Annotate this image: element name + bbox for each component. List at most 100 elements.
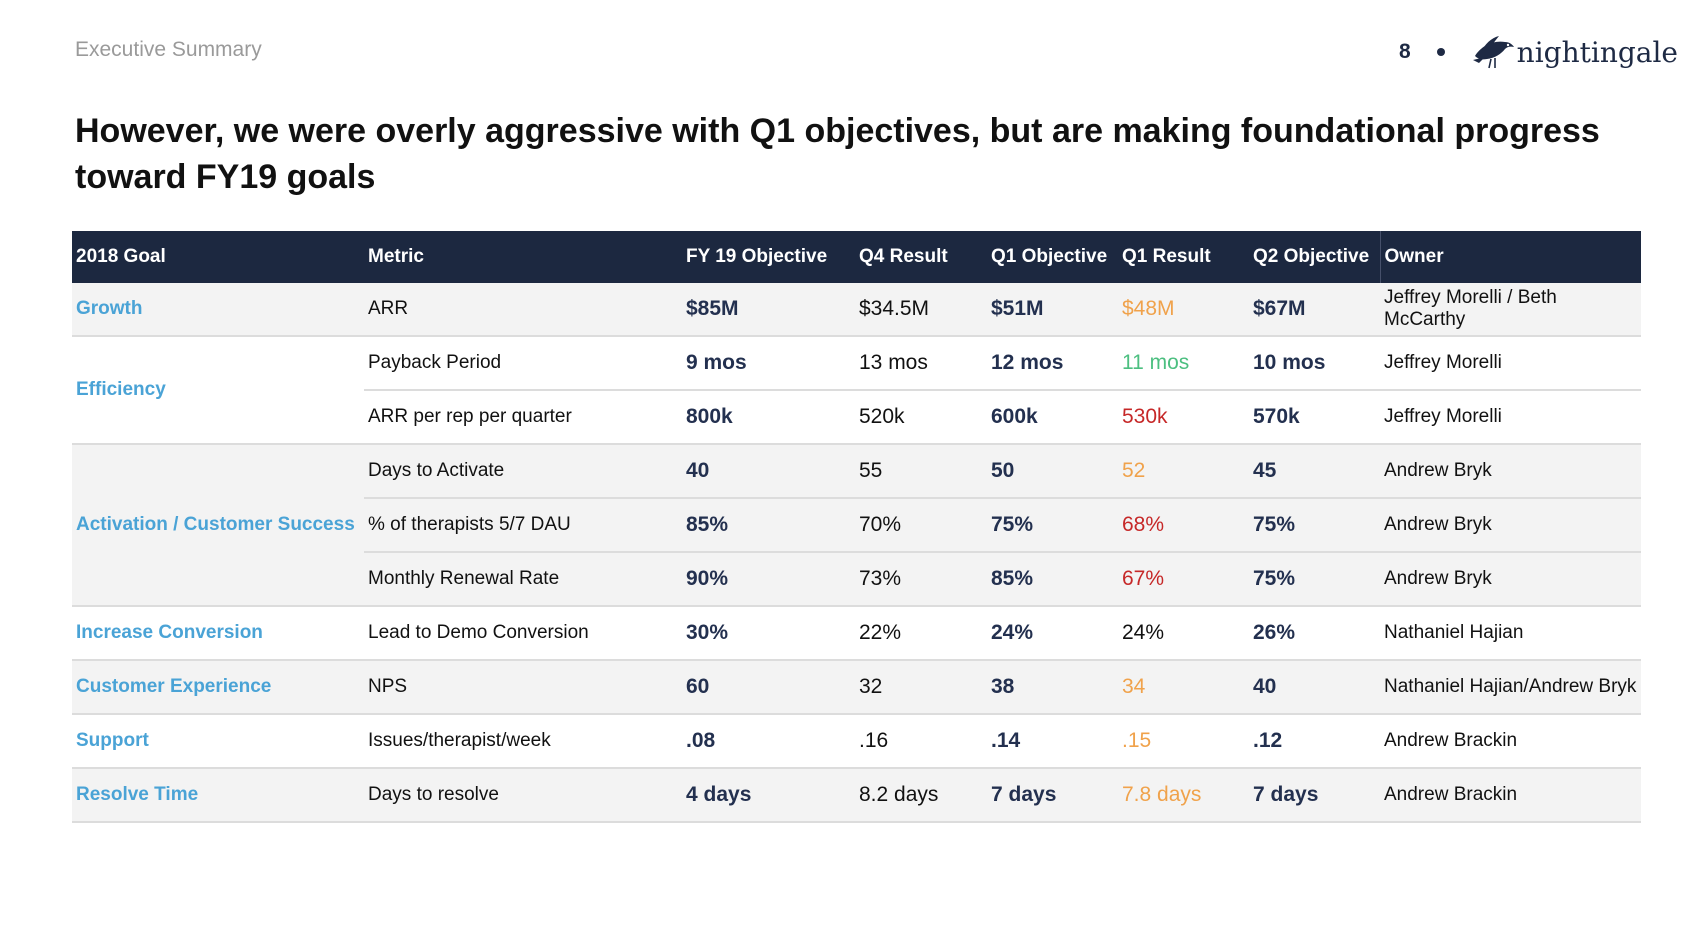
q2-objective-cell: 10 mos [1249, 336, 1380, 391]
q1-result-cell: 68% [1118, 498, 1249, 553]
metric-cell: Payback Period [364, 336, 682, 391]
q1-result-cell: 11 mos [1118, 336, 1249, 391]
page-number: 8 [1398, 40, 1411, 63]
owner-cell: Jeffrey Morelli / Beth McCarthy [1380, 283, 1641, 337]
table-row: Monthly Renewal Rate 90% 73% 85% 67% 75%… [72, 552, 1641, 607]
owner-cell: Andrew Bryk [1380, 498, 1641, 553]
q4-result-cell: 8.2 days [855, 768, 987, 823]
q4-result-cell: .16 [855, 714, 987, 769]
metric-cell: Issues/therapist/week [364, 714, 682, 769]
table-row: Growth ARR $85M $34.5M $51M $48M $67M Je… [72, 283, 1641, 337]
page-title: However, we were overly aggressive with … [75, 112, 1600, 196]
owner-cell: Jeffrey Morelli [1380, 390, 1641, 445]
q1-result-cell: 24% [1118, 606, 1249, 661]
objectives-table: 2018 Goal Metric FY 19 Objective Q4 Resu… [72, 231, 1641, 823]
column-header: Q1 Result [1118, 231, 1249, 283]
goal-label: Growth [72, 283, 364, 337]
separator-dot [1436, 48, 1445, 56]
q1-objective-cell: 600k [987, 390, 1118, 445]
brand-logo: nightingale [1471, 32, 1678, 72]
column-header: Q2 Objective [1249, 231, 1380, 283]
goal-label: Efficiency [72, 336, 364, 445]
table-header-row: 2018 Goal Metric FY 19 Objective Q4 Resu… [72, 231, 1641, 283]
metric-cell: ARR [364, 283, 682, 337]
q4-result-cell: 13 mos [855, 336, 987, 391]
fy19-objective-cell: 85% [682, 498, 855, 553]
q4-result-cell: 70% [855, 498, 987, 553]
column-header: FY 19 Objective [682, 231, 855, 283]
metric-cell: Days to resolve [364, 768, 682, 823]
q2-objective-cell: 75% [1249, 552, 1380, 607]
owner-cell: Andrew Bryk [1380, 444, 1641, 499]
q2-objective-cell: 45 [1249, 444, 1380, 499]
goal-label: Increase Conversion [72, 606, 364, 661]
q1-objective-cell: 75% [987, 498, 1118, 553]
q1-objective-cell: .14 [987, 714, 1118, 769]
fy19-objective-cell: 9 mos [682, 336, 855, 391]
q1-objective-cell: $51M [987, 283, 1118, 337]
section-label: Executive Summary [75, 38, 262, 61]
table-row: Efficiency Payback Period 9 mos 13 mos 1… [72, 336, 1641, 445]
brand-name: nightingale [1516, 35, 1678, 69]
nightingale-bird-icon [1472, 36, 1514, 69]
q2-objective-cell: 7 days [1249, 768, 1380, 823]
owner-cell: Nathaniel Hajian/Andrew Bryk [1380, 660, 1641, 715]
q2-objective-cell: 570k [1249, 390, 1380, 445]
owner-cell: Andrew Brackin [1380, 768, 1641, 823]
q1-objective-cell: 24% [987, 606, 1118, 661]
brand-header: 8 nightingale [1399, 28, 1678, 76]
column-header: Q1 Objective [987, 231, 1118, 283]
metric-cell: % of therapists 5/7 DAU [364, 498, 682, 553]
owner-cell: Andrew Bryk [1380, 552, 1641, 607]
fy19-objective-cell: 40 [682, 444, 855, 499]
q1-objective-cell: 12 mos [987, 336, 1118, 391]
q1-result-cell: 7.8 days [1118, 768, 1249, 823]
goal-label: Customer Experience [72, 660, 364, 715]
table-row: Increase Conversion Lead to Demo Convers… [72, 606, 1641, 661]
q1-result-cell: 52 [1118, 444, 1249, 499]
q1-result-cell: $48M [1118, 283, 1249, 337]
column-header: Q4 Result [855, 231, 987, 283]
q1-result-cell: .15 [1118, 714, 1249, 769]
metric-cell: ARR per rep per quarter [364, 390, 682, 445]
q4-result-cell: $34.5M [855, 283, 987, 337]
q1-result-cell: 67% [1118, 552, 1249, 607]
q1-objective-cell: 85% [987, 552, 1118, 607]
q1-result-cell: 34 [1118, 660, 1249, 715]
q1-objective-cell: 7 days [987, 768, 1118, 823]
q2-objective-cell: 40 [1249, 660, 1380, 715]
table-row: Support Issues/therapist/week .08 .16 .1… [72, 714, 1641, 769]
q4-result-cell: 22% [855, 606, 987, 661]
table-row: ARR per rep per quarter 800k 520k 600k 5… [72, 390, 1641, 445]
q4-result-cell: 520k [855, 390, 987, 445]
column-header: 2018 Goal [72, 231, 364, 283]
q2-objective-cell: $67M [1249, 283, 1380, 337]
q4-result-cell: 32 [855, 660, 987, 715]
goal-label: Support [72, 714, 364, 769]
fy19-objective-cell: .08 [682, 714, 855, 769]
q1-objective-cell: 38 [987, 660, 1118, 715]
fy19-objective-cell: 4 days [682, 768, 855, 823]
fy19-objective-cell: $85M [682, 283, 855, 337]
owner-cell: Andrew Brackin [1380, 714, 1641, 769]
column-header: Owner [1379, 231, 1641, 283]
q1-objective-cell: 50 [987, 444, 1118, 499]
q4-result-cell: 55 [855, 444, 987, 499]
metric-cell: Lead to Demo Conversion [364, 606, 682, 661]
q1-result-cell: 530k [1118, 390, 1249, 445]
fy19-objective-cell: 30% [682, 606, 855, 661]
q2-objective-cell: 75% [1249, 498, 1380, 553]
column-header: Metric [364, 231, 682, 283]
owner-cell: Nathaniel Hajian [1380, 606, 1641, 661]
goal-label: Activation / Customer Success [72, 444, 364, 607]
table-row: Resolve Time Days to resolve 4 days 8.2 … [72, 768, 1641, 823]
fy19-objective-cell: 90% [682, 552, 855, 607]
table-row: Activation / Customer Success Days to Ac… [72, 444, 1641, 607]
owner-cell: Jeffrey Morelli [1380, 336, 1641, 391]
table-row: % of therapists 5/7 DAU 85% 70% 75% 68% … [72, 498, 1641, 553]
fy19-objective-cell: 60 [682, 660, 855, 715]
fy19-objective-cell: 800k [682, 390, 855, 445]
goal-label: Resolve Time [72, 768, 364, 823]
metric-cell: Monthly Renewal Rate [364, 552, 682, 607]
q2-objective-cell: .12 [1249, 714, 1380, 769]
